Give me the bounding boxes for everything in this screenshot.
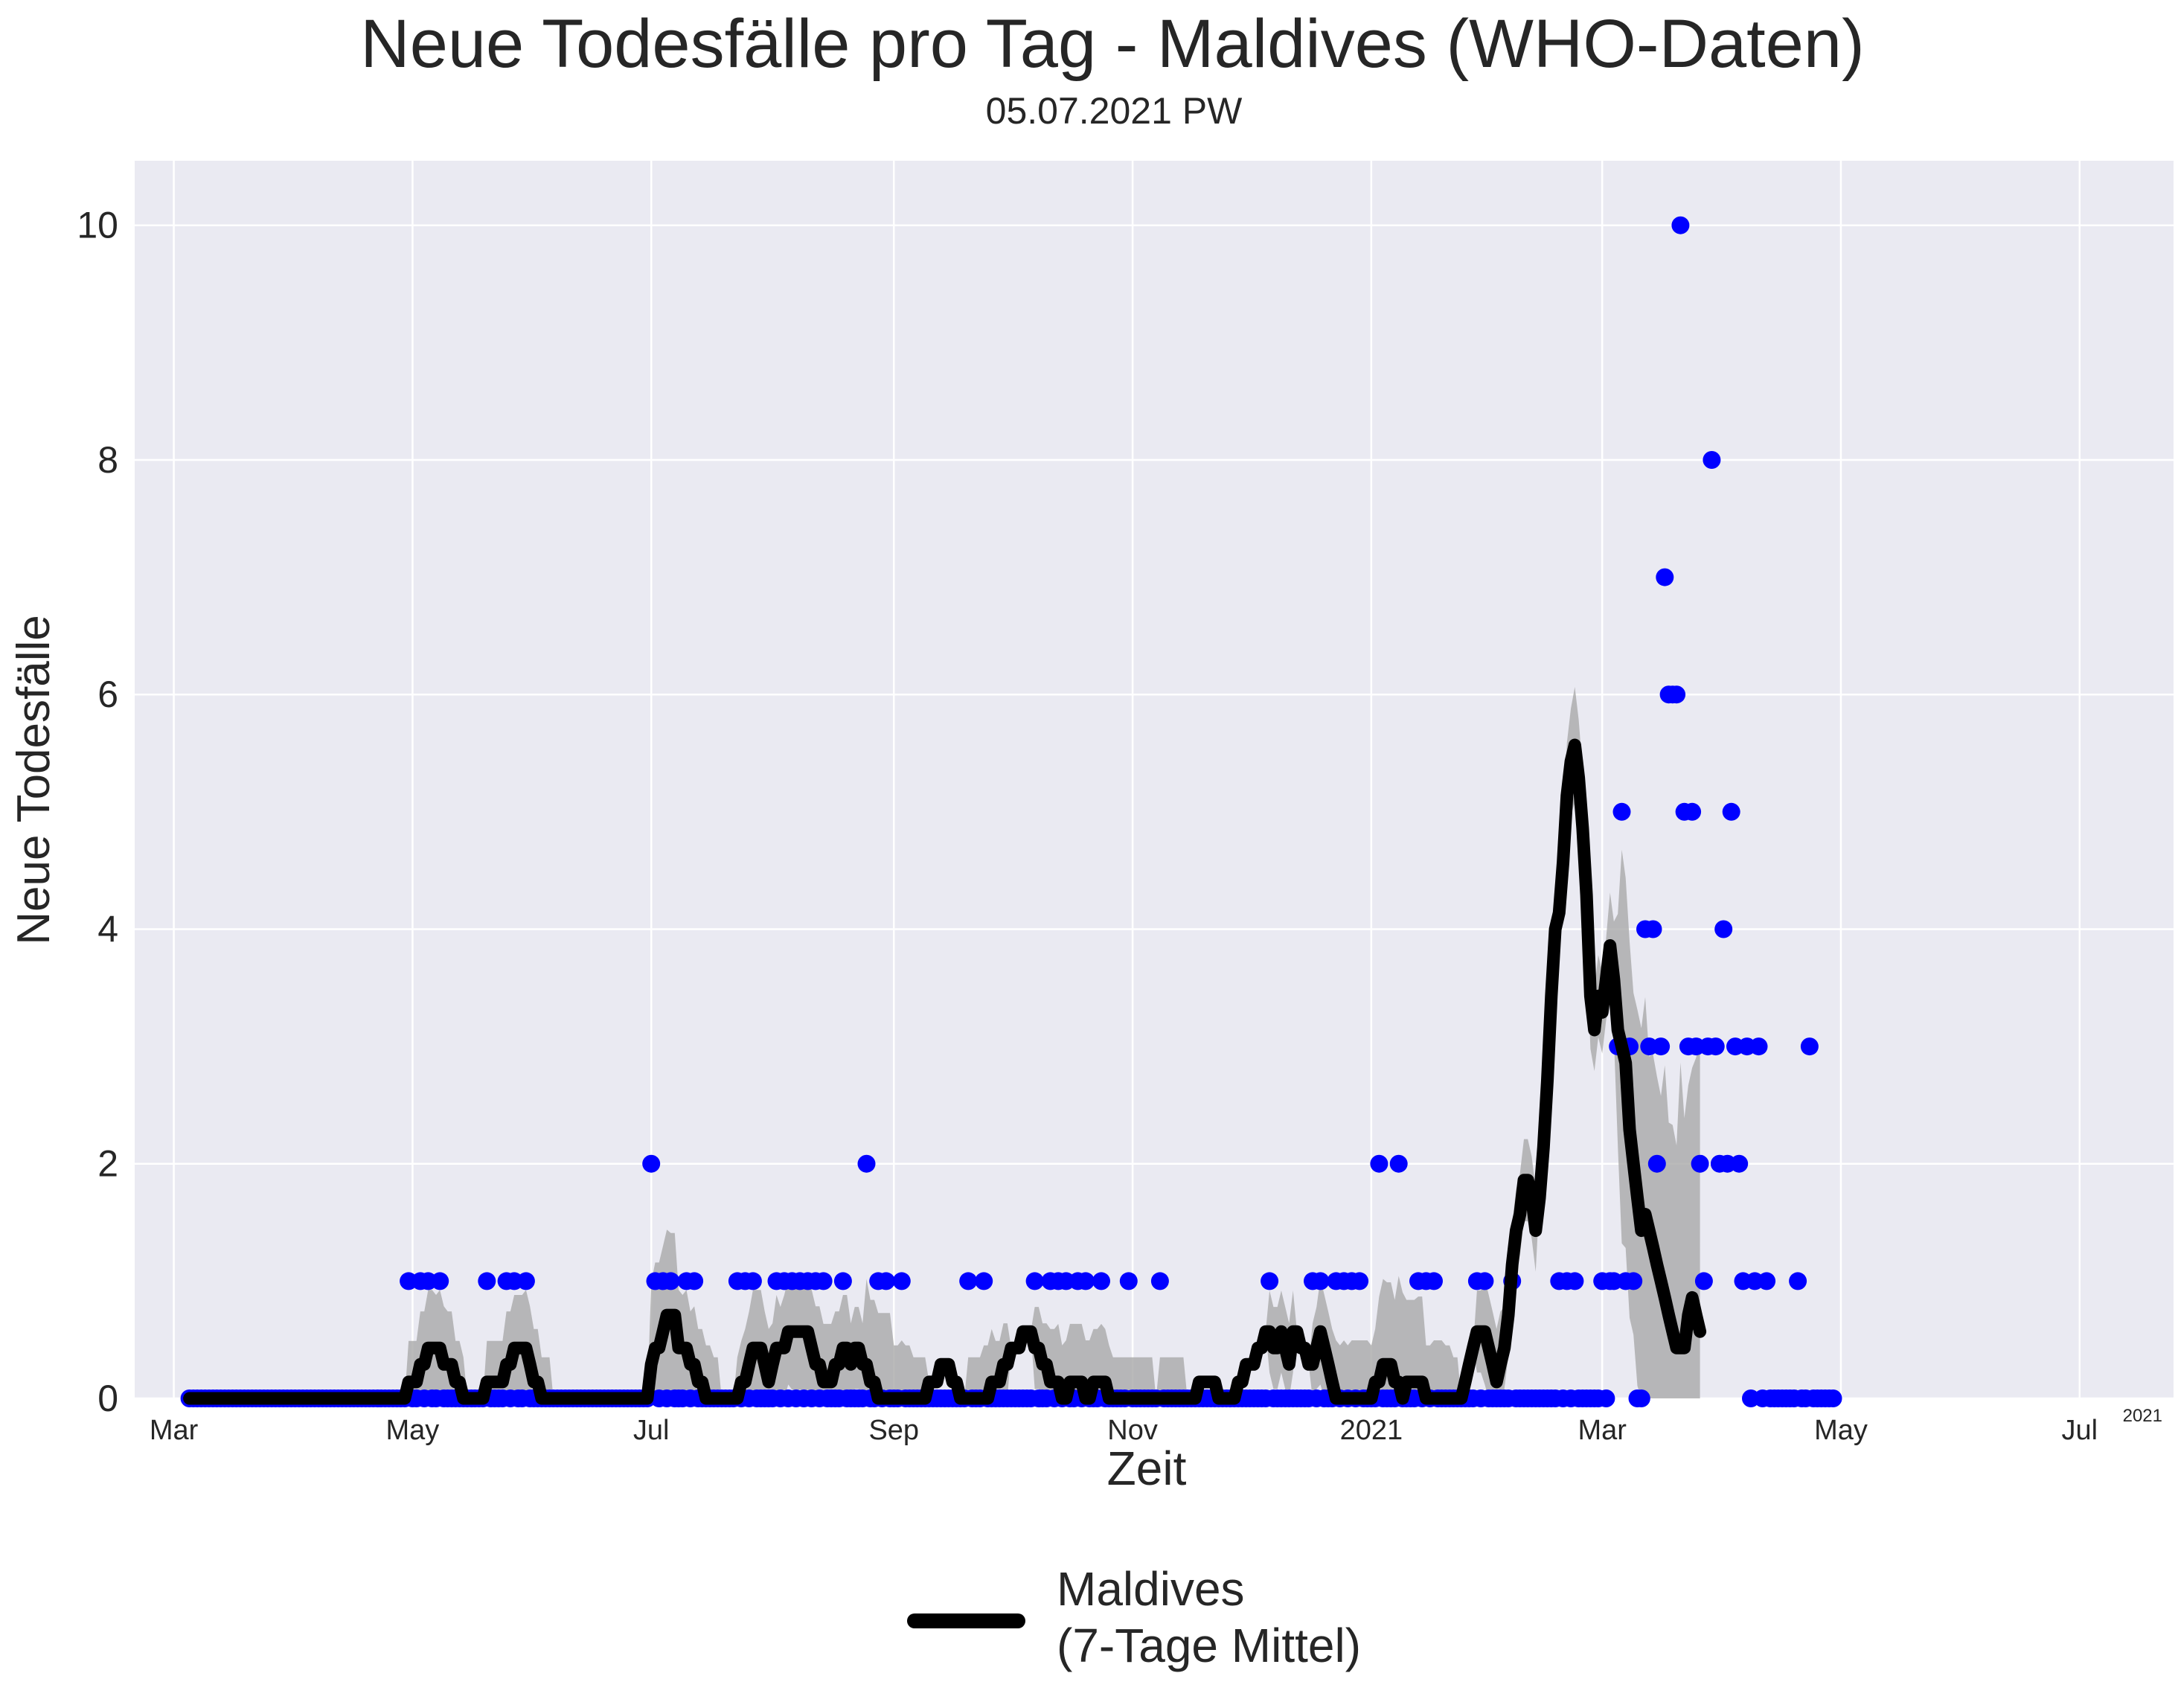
data-point <box>1624 1272 1643 1290</box>
data-point <box>1370 1154 1389 1173</box>
data-point <box>1656 568 1674 586</box>
data-point <box>1261 1272 1279 1290</box>
y-tick-label: 4 <box>97 908 118 950</box>
data-point <box>1612 802 1631 821</box>
data-point <box>892 1272 911 1290</box>
data-point <box>877 1272 895 1290</box>
data-point <box>1644 920 1662 938</box>
data-point <box>1671 216 1690 234</box>
data-point <box>1311 1272 1330 1290</box>
legend-label-line2: (7-Tage Mittel) <box>1057 1619 1361 1672</box>
data-point <box>1714 920 1733 938</box>
data-point <box>1824 1389 1842 1407</box>
data-point <box>1683 802 1702 821</box>
data-point <box>1150 1272 1169 1290</box>
plot-background <box>135 161 2174 1398</box>
data-point <box>833 1272 852 1290</box>
y-tick-label: 2 <box>97 1143 118 1185</box>
x-tick-label: May <box>1814 1415 1868 1446</box>
data-point <box>1025 1272 1044 1290</box>
data-point <box>1703 451 1721 469</box>
y-axis-label: Neue Todesfälle <box>8 615 60 945</box>
data-point <box>516 1272 535 1290</box>
data-point <box>1077 1272 1095 1290</box>
data-point <box>1566 1272 1584 1290</box>
y-tick-label: 10 <box>77 205 118 246</box>
data-point <box>1730 1154 1749 1173</box>
data-point <box>1647 1154 1666 1173</box>
data-point <box>642 1154 661 1173</box>
data-point <box>1389 1154 1408 1173</box>
data-point <box>1119 1272 1138 1290</box>
data-point <box>1722 802 1740 821</box>
data-point <box>1092 1272 1110 1290</box>
grid <box>135 161 2174 1400</box>
x-tick-label: Nov <box>1107 1415 1158 1446</box>
legend-label-line1: Maldives <box>1057 1562 1245 1616</box>
data-point <box>975 1272 993 1290</box>
x-tick-label: Sep <box>868 1415 919 1446</box>
data-point <box>1758 1272 1776 1290</box>
y-tick-label: 6 <box>97 674 118 715</box>
data-point <box>857 1154 876 1173</box>
data-point <box>814 1272 833 1290</box>
data-point <box>1476 1272 1494 1290</box>
y-tick-label: 8 <box>97 439 118 481</box>
x-tick-label: May <box>385 1415 439 1446</box>
y-tick-label: 0 <box>97 1378 118 1419</box>
data-point <box>1351 1272 1369 1290</box>
x-tick-label: Jul <box>2061 1415 2098 1446</box>
data-point <box>662 1272 680 1290</box>
data-point <box>1668 685 1686 704</box>
data-point <box>478 1272 496 1290</box>
x-tick-labels: Mar May Jul Sep Nov 2021 Mar May Jul <box>150 1415 2098 1446</box>
mean-line <box>183 738 1707 1405</box>
data-point <box>1800 1037 1819 1056</box>
legend: Maldives (7-Tage Mittel) <box>907 1562 1361 1672</box>
data-point <box>1789 1272 1807 1290</box>
data-point <box>1425 1272 1443 1290</box>
data-point <box>1652 1037 1671 1056</box>
x-tick-label: Mar <box>1578 1415 1627 1446</box>
x-tick-label: 2021 <box>1340 1415 1403 1446</box>
x-tick-label: Mar <box>150 1415 199 1446</box>
data-point <box>743 1272 762 1290</box>
x-offset-label: 2021 <box>2123 1406 2162 1426</box>
data-point <box>685 1272 704 1290</box>
data-point <box>1691 1154 1709 1173</box>
chart-title: Neue Todesfälle pro Tag - Maldives (WHO-… <box>360 6 1864 82</box>
data-point <box>1694 1272 1713 1290</box>
data-point <box>1706 1037 1725 1056</box>
data-point <box>1597 1389 1615 1407</box>
data-point <box>1749 1037 1768 1056</box>
x-tick-label: Jul <box>633 1415 670 1446</box>
y-tick-labels: 0 2 4 6 8 10 <box>77 205 118 1419</box>
data-point <box>1632 1389 1650 1407</box>
chart-subtitle: 05.07.2021 PW <box>986 90 1243 132</box>
data-point <box>431 1272 449 1290</box>
data-point <box>959 1272 978 1290</box>
x-axis-label: Zeit <box>1107 1442 1187 1495</box>
